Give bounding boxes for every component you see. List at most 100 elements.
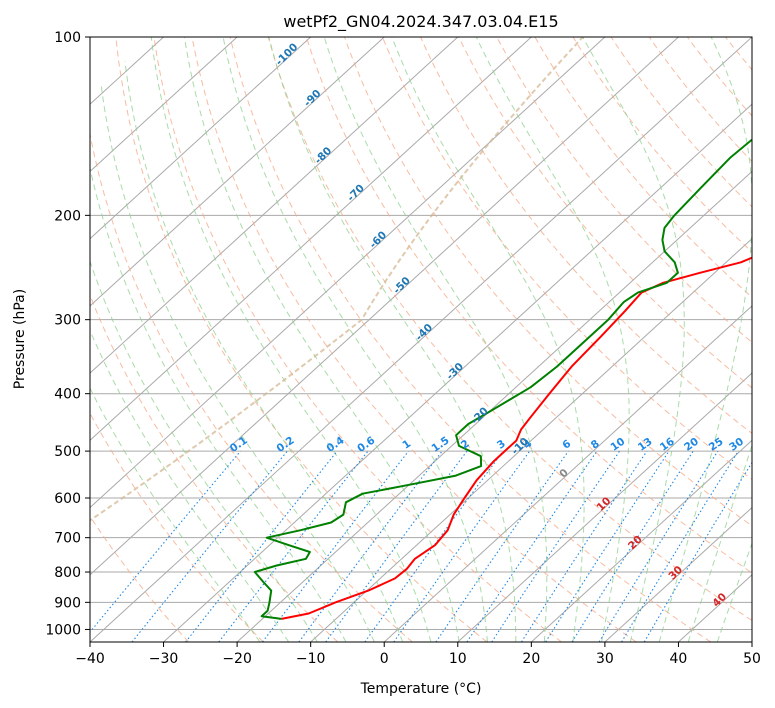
- mixing-ratio-line: [131, 450, 288, 642]
- mixing-ratio-label: 6: [560, 438, 573, 452]
- x-tick-label: 20: [522, 651, 540, 667]
- mixing-ratio-line: [185, 450, 338, 642]
- dry-adiabat-line: [725, 37, 752, 71]
- dry-adiabat-line: [115, 37, 488, 642]
- dewpoint-profile-line: [253, 138, 752, 620]
- mixing-ratio-label: 2: [459, 438, 472, 452]
- mixing-ratio-label: 0.4: [324, 434, 346, 455]
- isotherm-label: -20: [469, 405, 491, 427]
- isotherm-label: -60: [367, 229, 389, 251]
- dry-adiabat-line: [229, 37, 712, 642]
- plot-frame: [89, 36, 753, 643]
- mixing-ratio-line: [545, 450, 670, 642]
- y-tick-label: 200: [54, 208, 81, 224]
- y-tick-label: 600: [54, 491, 81, 507]
- x-tick-label: −40: [75, 651, 105, 667]
- isotherm-line: [310, 237, 752, 642]
- dry-adiabat-line: [90, 515, 190, 642]
- dry-adiabat-line: [534, 37, 752, 298]
- temperature-profile-line: [281, 256, 752, 620]
- isotherm-line: [751, 641, 752, 642]
- mixing-ratio-line: [262, 450, 409, 642]
- moist-adiabat-line: [150, 37, 432, 642]
- dry-adiabat-line: [420, 37, 752, 435]
- isotherm-label: -90: [302, 87, 324, 109]
- moist-adiabat-line: [90, 259, 318, 642]
- y-tick-label: 300: [54, 313, 81, 329]
- x-tick-label: 10: [449, 651, 467, 667]
- isotherm-label: -50: [391, 275, 413, 297]
- isotherm-line: [604, 506, 752, 642]
- dry-adiabat-line: [648, 37, 752, 163]
- y-tick-label: 900: [54, 595, 81, 611]
- mixing-ratio-line: [298, 450, 443, 642]
- moist-adiabat-line: [716, 542, 752, 642]
- mixing-ratio-label: 0.6: [355, 434, 377, 455]
- moist-adiabat-line: [268, 37, 517, 642]
- isotherm-line: [90, 37, 532, 442]
- isotherm-line: [90, 37, 312, 240]
- isotherm-line: [90, 37, 238, 173]
- y-axis-label: Pressure (hPa): [12, 289, 28, 389]
- isotherm-label: 40: [710, 591, 729, 610]
- dry-adiabat-line: [90, 293, 339, 642]
- dry-adiabat-line: [610, 37, 752, 208]
- x-tick-label: 50: [743, 651, 761, 667]
- mixing-ratio-line: [435, 450, 569, 642]
- dry-adiabat-line: [572, 37, 752, 253]
- isotherm-line: [90, 37, 459, 374]
- y-tick-label: 700: [54, 531, 81, 547]
- isotherm-line: [163, 103, 752, 642]
- mixing-ratio-line: [90, 450, 241, 633]
- x-tick-label: −30: [149, 651, 179, 667]
- isotherm-label: -70: [345, 182, 367, 204]
- mixing-ratio-line: [466, 450, 598, 642]
- isotherm-line: [530, 439, 752, 642]
- dry-adiabat-line: [458, 37, 752, 389]
- x-tick-label: 0: [380, 651, 389, 667]
- mixing-ratio-line: [621, 450, 739, 642]
- chart-title: wetPf2_GN04.2024.347.03.04.E15: [283, 12, 558, 32]
- isotherm-label: -30: [444, 361, 466, 383]
- mixing-ratio-line: [598, 450, 719, 642]
- dry-adiabat-line: [191, 37, 637, 642]
- isotherm-line: [90, 37, 752, 642]
- mixing-ratio-line: [325, 450, 468, 642]
- dry-adiabat-line: [305, 37, 752, 574]
- isotherm-label: -100: [273, 41, 300, 68]
- x-tick-label: −20: [222, 651, 252, 667]
- isotherm-label: 0: [557, 467, 571, 481]
- y-tick-label: 100: [54, 30, 81, 46]
- y-axis: 1000 900 800 700 600 500 400 300 200 100: [45, 30, 90, 638]
- dry-adiabat-line: [382, 37, 752, 481]
- dry-adiabat-line: [90, 131, 413, 642]
- isotherm-label: 30: [666, 564, 685, 583]
- isotherm-label: 20: [626, 533, 645, 552]
- line-labels: 0.1 0.2 0.4 0.6 1 1.5 2 3 4 6 8 10 13 16 20 25 30-100-90…: [228, 41, 746, 609]
- x-axis-label: Temperature (°C): [360, 681, 482, 697]
- background-lines: [90, 37, 775, 642]
- dry-adiabat-line: [267, 37, 752, 622]
- mixing-ratio-line: [571, 450, 694, 642]
- x-tick-label: −10: [296, 651, 326, 667]
- y-tick-label: 400: [54, 387, 81, 403]
- moist-adiabat-line: [100, 83, 375, 642]
- mixing-ratio-label: 0.1: [228, 434, 250, 455]
- dry-adiabat-line: [686, 37, 752, 117]
- x-tick-label: 30: [596, 651, 614, 667]
- dry-adiabat-line: [496, 37, 752, 344]
- moist-adiabat-line: [124, 61, 404, 642]
- mixing-ratio-line: [393, 450, 531, 642]
- dry-adiabat-line: [764, 37, 775, 642]
- moist-adiabat-line: [90, 165, 347, 642]
- dry-adiabat-line: [343, 37, 752, 527]
- isotherm-label: -80: [312, 145, 334, 167]
- moist-adiabat-line: [475, 37, 630, 642]
- isotherm-line: [383, 305, 752, 642]
- mixing-ratio-line: [491, 450, 621, 642]
- moist-adiabat-line: [687, 443, 752, 642]
- dry-adiabat-line: [153, 37, 562, 642]
- x-axis: −40 −30 −20 −10 0 10 20 30 40 50: [75, 642, 761, 667]
